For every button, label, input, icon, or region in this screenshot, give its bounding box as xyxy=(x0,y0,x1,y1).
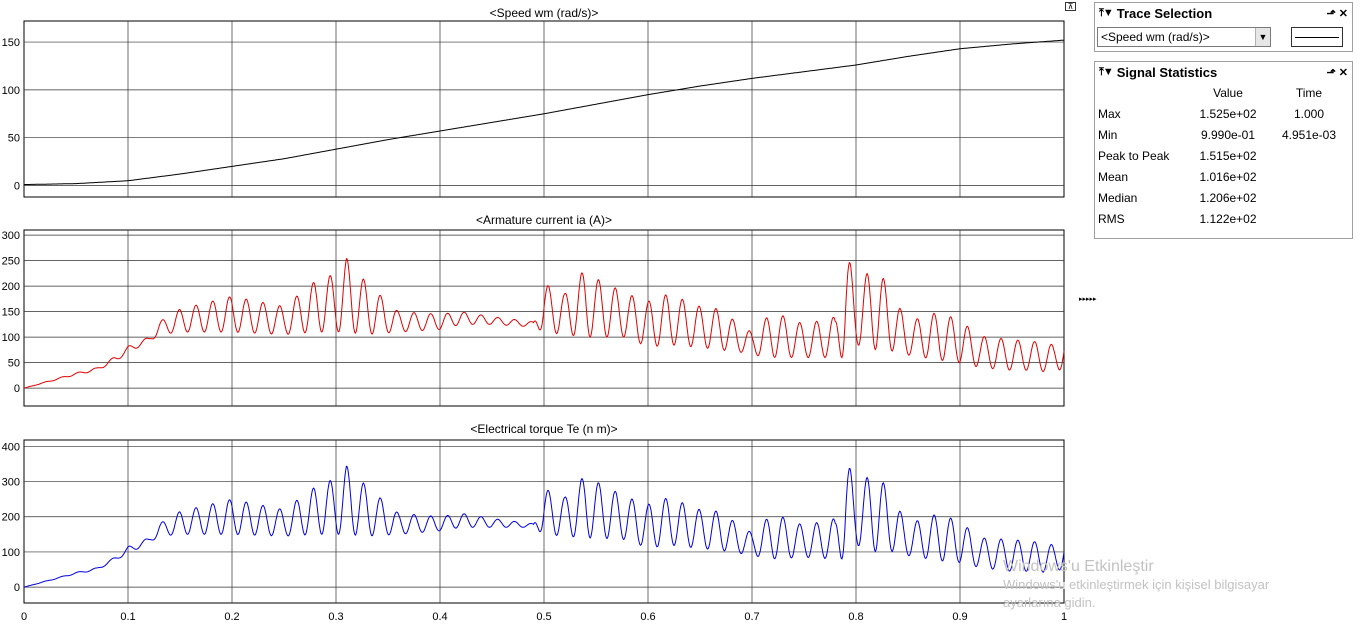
stat-value: 1.525e+02 xyxy=(1199,106,1257,121)
stat-time xyxy=(1266,208,1352,229)
table-row[interactable]: Min 9.990e-01 4.951e-03 xyxy=(1098,124,1352,145)
table-row[interactable]: Max 1.525e+02 1.000 xyxy=(1098,103,1352,124)
y-tick-label: 200 xyxy=(2,512,20,524)
signal-statistics-panel: ⤒▼ Signal Statistics ⬏ ✕ Value Time Max … xyxy=(1094,61,1353,239)
y-tick-label: 50 xyxy=(8,358,20,370)
trace-selection-title: Trace Selection xyxy=(1116,5,1213,21)
y-tick-label: 100 xyxy=(2,332,20,344)
plot-title: <Electrical torque Te (n m)> xyxy=(470,422,617,436)
signal-line xyxy=(24,39,1065,186)
chevron-down-icon[interactable]: ▼ xyxy=(1255,28,1270,46)
stat-value: 1.016e+02 xyxy=(1199,169,1257,184)
x-tick-label: 0.1 xyxy=(120,611,135,623)
y-tick-label: 0 xyxy=(14,383,20,395)
windows-activation-watermark: Windows'u Etkinleştir Windows'u etkinleş… xyxy=(1003,558,1269,612)
x-tick-label: 0.7 xyxy=(744,611,759,623)
y-tick-label: 150 xyxy=(2,307,20,319)
collapse-panel-button[interactable]: ⊼ xyxy=(1065,2,1076,11)
signal-line xyxy=(23,257,1065,389)
y-tick-label: 400 xyxy=(2,441,20,453)
stat-time xyxy=(1266,187,1352,208)
stat-value: 1.122e+02 xyxy=(1199,211,1257,226)
undock-icon[interactable]: ⬏ xyxy=(1326,7,1336,20)
y-tick-label: 250 xyxy=(2,256,20,268)
y-tick-label: 100 xyxy=(2,547,20,559)
plot-title: <Armature current ia (A)> xyxy=(476,213,612,227)
time-column-header: Time xyxy=(1295,85,1323,100)
trace-markers: ▸▸▸▸▸ xyxy=(1079,296,1097,303)
y-tick-label: 300 xyxy=(2,477,20,489)
watermark-title: Windows'u Etkinleştir xyxy=(1003,558,1154,575)
trace-selection-panel: ⤒▼ Trace Selection ⬏ ✕ <Speed wm (rad/s)… xyxy=(1094,2,1353,52)
stat-time xyxy=(1266,166,1352,187)
signal-line xyxy=(23,465,1065,588)
stat-label: Peak to Peak xyxy=(1098,148,1170,163)
close-icon[interactable]: ✕ xyxy=(1338,66,1348,79)
table-row[interactable]: Peak to Peak 1.515e+02 xyxy=(1098,145,1352,166)
x-tick-label: 1 xyxy=(1061,611,1067,623)
pin-icon[interactable]: ⤒▼ xyxy=(1099,65,1114,78)
x-tick-label: 0.9 xyxy=(952,611,967,623)
x-tick-label: 0 xyxy=(21,611,27,623)
x-tick-label: 0.6 xyxy=(640,611,655,623)
trace-select-dropdown[interactable]: <Speed wm (rad/s)> ▼ xyxy=(1097,27,1271,47)
x-tick-label: 0.4 xyxy=(432,611,447,623)
signal-statistics-title: Signal Statistics xyxy=(1116,64,1218,80)
stat-value: 1.206e+02 xyxy=(1199,190,1257,205)
y-tick-label: 50 xyxy=(8,133,20,145)
line-style-swatch[interactable] xyxy=(1291,27,1343,47)
stat-label: Min xyxy=(1098,127,1118,142)
y-tick-label: 200 xyxy=(2,281,20,293)
stat-time xyxy=(1266,145,1352,166)
table-row[interactable]: Mean 1.016e+02 xyxy=(1098,166,1352,187)
stat-value: 9.990e-01 xyxy=(1200,127,1256,142)
trace-select-value: <Speed wm (rad/s)> xyxy=(1101,30,1210,44)
y-tick-label: 0 xyxy=(14,582,20,594)
stat-time: 4.951e-03 xyxy=(1281,127,1337,142)
signal-statistics-header: ⤒▼ Signal Statistics ⬏ ✕ xyxy=(1095,62,1352,82)
statistics-table: Value Time Max 1.525e+02 1.000 Min 9.990… xyxy=(1098,82,1352,229)
watermark-line: ayarlarına gidin. xyxy=(1003,595,1096,610)
stat-label: Mean xyxy=(1098,169,1129,184)
y-tick-label: 100 xyxy=(2,85,20,97)
stat-value: 1.515e+02 xyxy=(1199,148,1257,163)
y-tick-label: 300 xyxy=(2,230,20,242)
x-tick-label: 0.3 xyxy=(328,611,343,623)
close-icon[interactable]: ✕ xyxy=(1338,7,1348,20)
stat-time: 1.000 xyxy=(1293,106,1325,121)
stat-label: RMS xyxy=(1098,211,1125,226)
undock-icon[interactable]: ⬏ xyxy=(1326,66,1336,79)
watermark-line: Windows'u etkinleştirmek için kişisel bi… xyxy=(1003,577,1270,592)
x-tick-label: 0.8 xyxy=(848,611,863,623)
stat-label: Max xyxy=(1098,106,1121,121)
y-tick-label: 150 xyxy=(2,37,20,49)
trace-selection-header: ⤒▼ Trace Selection ⬏ ✕ xyxy=(1095,3,1352,23)
x-tick-label: 0.5 xyxy=(536,611,551,623)
value-column-header: Value xyxy=(1213,85,1243,100)
table-row[interactable]: Median 1.206e+02 xyxy=(1098,187,1352,208)
y-tick-label: 0 xyxy=(14,181,20,193)
x-tick-label: 0.2 xyxy=(224,611,239,623)
pin-icon[interactable]: ⤒▼ xyxy=(1099,6,1114,19)
stat-label: Median xyxy=(1098,190,1138,205)
table-row[interactable]: RMS 1.122e+02 xyxy=(1098,208,1352,229)
plot-title: <Speed wm (rad/s)> xyxy=(490,6,599,20)
